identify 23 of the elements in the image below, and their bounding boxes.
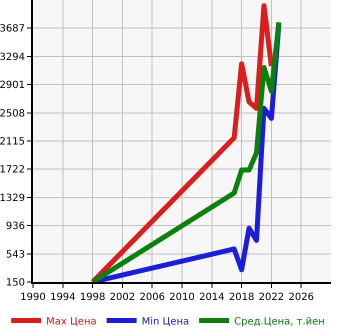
y-tick-label: 150 [6, 278, 25, 288]
x-tick-label: 2022 [258, 292, 284, 303]
x-tick-label: 2006 [139, 292, 165, 303]
x-tick-label: 2026 [288, 292, 314, 303]
y-tick-label: 2901 [0, 80, 25, 92]
y-tick-label: 2115 [0, 136, 25, 148]
x-tick-label: 1990 [20, 292, 46, 303]
legend-label: Max Цена [46, 316, 97, 328]
x-tick-label: 2018 [228, 292, 254, 303]
x-tick-label: 2002 [110, 292, 136, 303]
y-tick-label: 936 [6, 221, 25, 232]
x-tick-label: 1994 [50, 292, 76, 303]
y-tick-label: 543 [6, 249, 25, 260]
x-tick-label: 2010 [169, 292, 195, 303]
y-tick-label: 1722 [0, 164, 25, 176]
x-tick-label: 2014 [199, 292, 225, 303]
y-tick-label: 3294 [0, 52, 25, 63]
x-tick-label: 1998 [80, 292, 106, 303]
y-tick-label: 2508 [0, 108, 25, 120]
legend-label: Min Цена [142, 316, 190, 328]
y-tick-label: 3687 [0, 24, 25, 35]
legend-label: Сред.Цена, т.йен [234, 316, 325, 328]
y-tick-label: 1329 [0, 192, 25, 204]
